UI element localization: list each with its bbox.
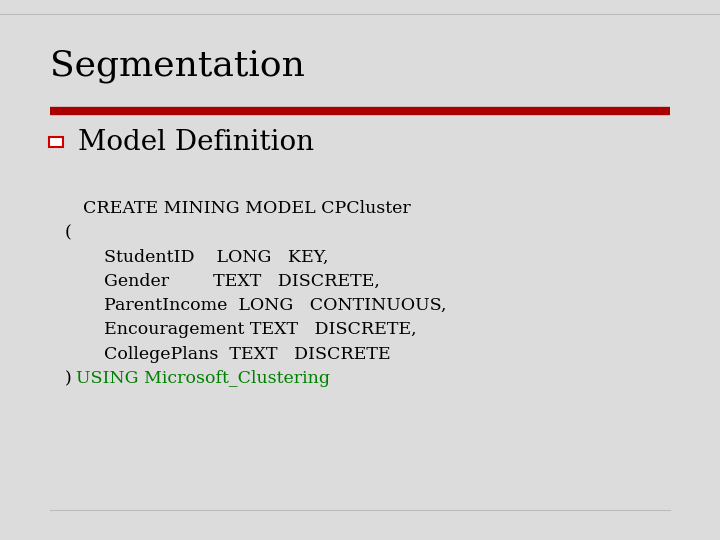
Text: Encouragement TEXT   DISCRETE,: Encouragement TEXT DISCRETE, bbox=[104, 321, 417, 338]
Text: Segmentation: Segmentation bbox=[50, 49, 305, 83]
Text: StudentID    LONG   KEY,: StudentID LONG KEY, bbox=[104, 248, 329, 265]
Text: Gender        TEXT   DISCRETE,: Gender TEXT DISCRETE, bbox=[104, 273, 380, 289]
FancyBboxPatch shape bbox=[49, 137, 63, 147]
Text: CREATE MINING MODEL CPCluster: CREATE MINING MODEL CPCluster bbox=[83, 200, 410, 217]
Text: CollegePlans  TEXT   DISCRETE: CollegePlans TEXT DISCRETE bbox=[104, 346, 391, 362]
Text: ParentIncome  LONG   CONTINUOUS,: ParentIncome LONG CONTINUOUS, bbox=[104, 297, 447, 314]
Text: ): ) bbox=[65, 370, 77, 387]
Text: USING Microsoft_Clustering: USING Microsoft_Clustering bbox=[76, 370, 330, 387]
Text: Model Definition: Model Definition bbox=[78, 129, 314, 156]
Text: (: ( bbox=[65, 224, 71, 241]
